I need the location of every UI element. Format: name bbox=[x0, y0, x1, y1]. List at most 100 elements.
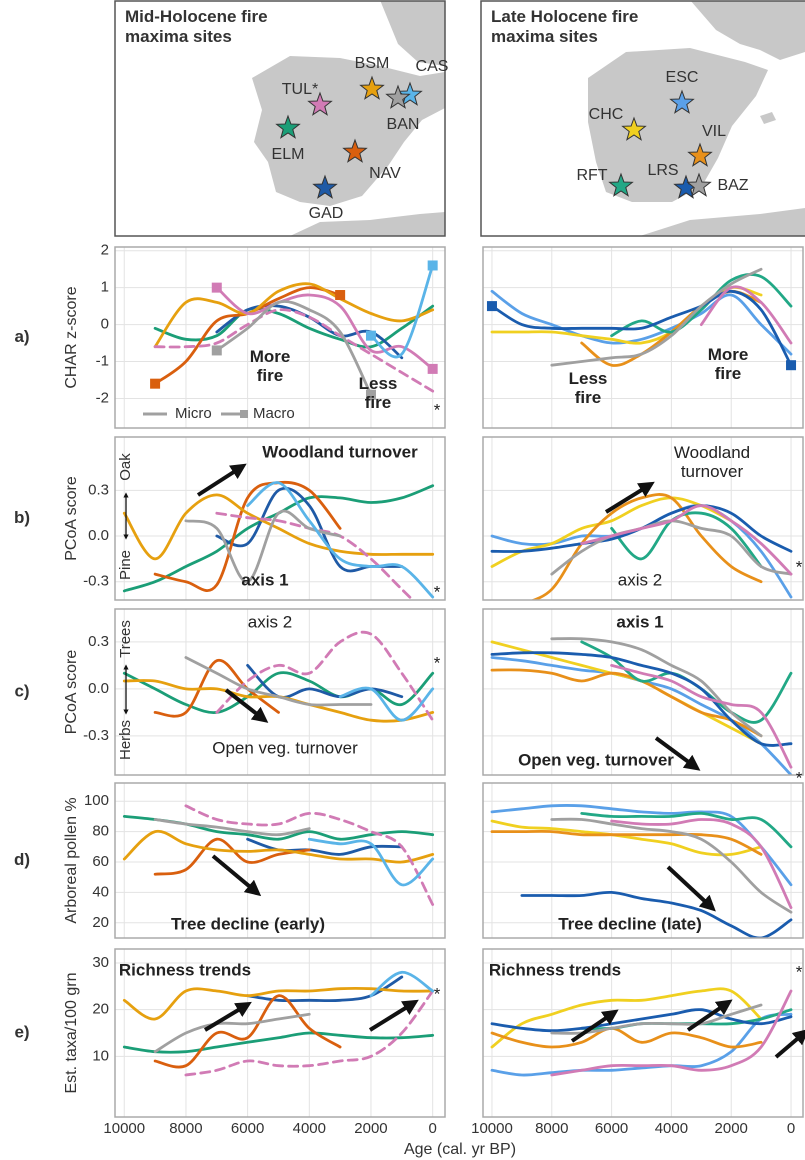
legend-key-marker bbox=[240, 410, 248, 418]
site-label: TUL* bbox=[282, 81, 318, 98]
series-line bbox=[184, 509, 342, 584]
x-tick-label: 4000 bbox=[293, 1120, 326, 1137]
site-label: CHC bbox=[589, 106, 624, 123]
series-line bbox=[246, 481, 435, 599]
series-line bbox=[550, 267, 763, 367]
annotation: Less fire bbox=[568, 369, 608, 407]
series-line bbox=[490, 804, 793, 887]
plot-frame bbox=[482, 782, 804, 939]
site-label: CAS bbox=[416, 58, 449, 75]
annotation: axis 1 bbox=[616, 612, 664, 632]
series-line bbox=[699, 285, 793, 345]
trend-arrow bbox=[196, 463, 247, 497]
series-line bbox=[580, 811, 793, 849]
legend-label: Macro bbox=[253, 405, 295, 422]
series-line bbox=[490, 819, 763, 857]
plot-background bbox=[483, 949, 803, 1117]
series-line bbox=[215, 286, 435, 371]
series-line bbox=[490, 1012, 793, 1077]
site-star bbox=[608, 172, 634, 197]
series-line bbox=[122, 1031, 435, 1054]
series-line bbox=[215, 630, 435, 722]
land bbox=[588, 48, 768, 202]
y-axis-label: Est. taxa/100 grn bbox=[63, 973, 80, 1094]
macro-end-marker bbox=[150, 378, 161, 389]
y-tick-label: 0.3 bbox=[88, 633, 109, 650]
panel: -2 -1 0 1 2 bbox=[96, 242, 446, 429]
y-tick-label: 0.3 bbox=[88, 481, 109, 498]
axis-end-label: Pine bbox=[117, 550, 134, 580]
x-tick-label: 6000 bbox=[595, 1120, 628, 1137]
annotation: * bbox=[433, 984, 441, 1004]
site-label: VIL bbox=[702, 123, 726, 140]
site-star bbox=[669, 89, 695, 114]
annotation: Less fire bbox=[358, 374, 398, 412]
site-label: NAV bbox=[369, 165, 401, 182]
series-line bbox=[153, 1012, 311, 1054]
annotation: axis 1 bbox=[241, 570, 289, 590]
plot-background bbox=[115, 437, 445, 600]
macro-end-marker bbox=[427, 363, 438, 374]
y-tick-label: 0 bbox=[101, 316, 109, 333]
annotation: More fire bbox=[707, 345, 749, 383]
panel-label: c) bbox=[14, 681, 29, 700]
map-title: Mid-Holocene fire maxima sites bbox=[125, 7, 268, 46]
map-frame bbox=[114, 0, 446, 237]
y-axis-label: Arboreal pollen % bbox=[63, 797, 80, 923]
series-line bbox=[153, 480, 342, 592]
series-group bbox=[490, 637, 793, 775]
series-line bbox=[122, 987, 435, 1021]
y-tick-label: 30 bbox=[92, 954, 109, 971]
y-tick-label: -0.3 bbox=[83, 727, 109, 744]
series-line bbox=[338, 686, 435, 722]
trend-arrow bbox=[570, 1009, 619, 1043]
site-label: GAD bbox=[309, 205, 344, 222]
series-line bbox=[550, 817, 793, 914]
site-star bbox=[686, 172, 712, 197]
panel: 10000 8000 6000 4000 2000 0 bbox=[471, 948, 804, 1137]
series-line bbox=[550, 989, 793, 1077]
macro-end-marker bbox=[365, 330, 376, 341]
map-frame bbox=[480, 0, 805, 237]
y-tick-label: -2 bbox=[96, 389, 109, 406]
annotation: More fire bbox=[249, 347, 291, 385]
panel bbox=[482, 436, 804, 601]
annotation: axis 2 bbox=[617, 570, 663, 590]
annotation: axis 2 bbox=[247, 612, 293, 632]
map-right bbox=[481, 1, 805, 236]
y-tick-label: 40 bbox=[92, 883, 109, 900]
annotation: Woodland turnover bbox=[673, 443, 751, 481]
series-line bbox=[122, 671, 435, 714]
series-line bbox=[153, 308, 435, 393]
site-label: BAZ bbox=[717, 177, 748, 194]
y-axis-label: PCoA score bbox=[63, 650, 80, 735]
site-label: ELM bbox=[272, 146, 305, 163]
panel: 10 20 30 10000 8000 6000 4000 2000 0 bbox=[92, 948, 446, 1137]
series-line bbox=[490, 651, 793, 747]
y-tick-label: -1 bbox=[96, 352, 109, 369]
series-line bbox=[490, 496, 733, 568]
land bbox=[290, 212, 445, 236]
series-line bbox=[184, 656, 373, 707]
panel-label: e) bbox=[14, 1022, 29, 1041]
x-tick-label: 8000 bbox=[169, 1120, 202, 1137]
x-tick-label: 4000 bbox=[655, 1120, 688, 1137]
x-tick-label: 10000 bbox=[103, 1120, 145, 1137]
trend-arrow bbox=[368, 999, 419, 1032]
macro-end-marker bbox=[486, 301, 497, 312]
series-group bbox=[490, 493, 793, 600]
site-label: LRS bbox=[647, 162, 678, 179]
series-line bbox=[215, 511, 415, 600]
series-line bbox=[490, 987, 763, 1049]
series-line bbox=[490, 668, 763, 738]
y-tick-label: 0.0 bbox=[88, 527, 109, 544]
series-line bbox=[122, 829, 435, 864]
panel: -0.3 0.0 0.3 bbox=[83, 608, 446, 776]
series-line bbox=[490, 289, 793, 356]
trend-arrow bbox=[654, 736, 701, 771]
plot-background bbox=[483, 609, 803, 775]
plot-frame bbox=[114, 948, 446, 1118]
plot-frame bbox=[482, 436, 804, 601]
